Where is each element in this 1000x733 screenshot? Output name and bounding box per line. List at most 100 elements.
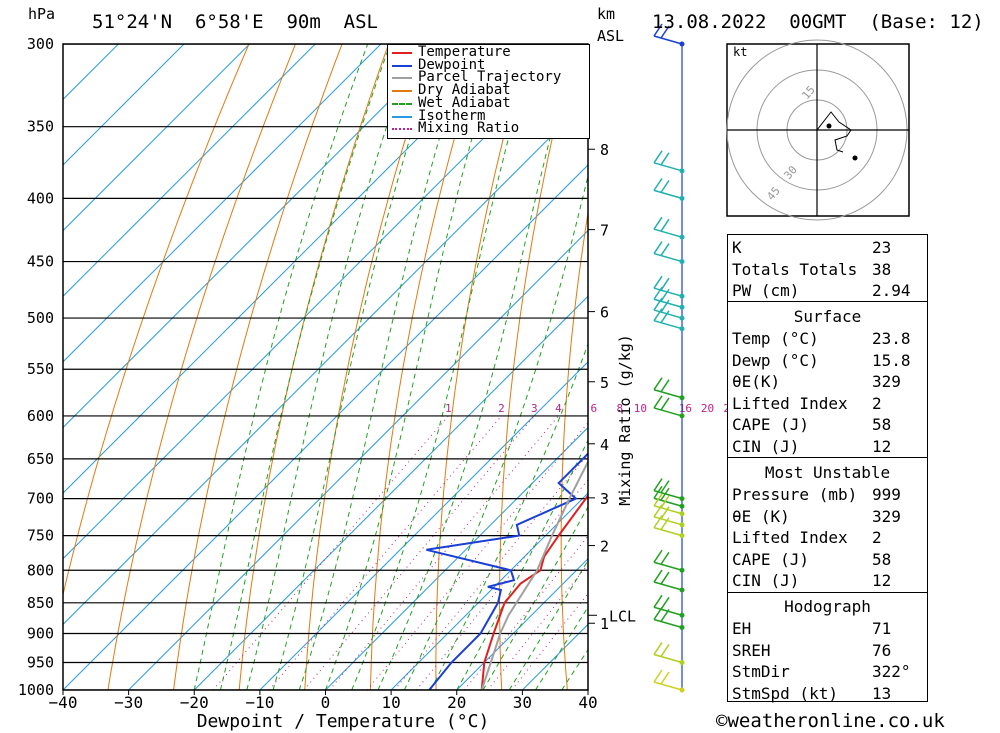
pressure-tick-label: 450 — [27, 253, 54, 271]
pressure-tick-label: 650 — [27, 450, 54, 468]
wet-adiabat-line — [351, 44, 535, 690]
mixing-ratio-label: 4 — [555, 402, 562, 415]
mixing-ratio-axis-label: Mixing Ratio (g/kg) — [616, 334, 634, 506]
most-unstable-key: θE (K) — [732, 506, 790, 526]
hodograph-param-value: 71 — [872, 619, 892, 638]
pressure-tick-label: 700 — [27, 490, 54, 508]
x-tick-label: 10 — [381, 693, 400, 712]
mixing-ratio-label: 1 — [445, 402, 452, 415]
lcl-label: LCL — [609, 607, 636, 625]
most-unstable-key: CAPE (J) — [732, 549, 810, 569]
pressure-tick-label: 300 — [27, 35, 54, 53]
pressure-tick-label: 600 — [27, 407, 54, 425]
surface-key: Dewp (°C) — [732, 350, 819, 370]
wet-adiabat-line — [377, 44, 575, 690]
most-unstable-title: Most Unstable — [764, 463, 891, 482]
hodograph-param-row: EH 71 — [728, 618, 927, 639]
legend-swatch — [392, 115, 412, 118]
legend-swatch — [392, 128, 412, 131]
wind-barb — [653, 241, 685, 265]
surface-key: θE(K) — [732, 372, 781, 392]
most-unstable-key: CIN (J) — [732, 571, 800, 591]
legend-item: Mixing Ratio — [388, 120, 588, 137]
hodograph-ring-label: 15 — [799, 83, 817, 102]
surface-row: θE(K) 329 — [728, 371, 927, 392]
dry-adiabat-line — [499, 44, 576, 690]
surface-key: Temp (°C) — [732, 329, 819, 348]
mixing-ratio-line — [366, 422, 588, 690]
pressure-tick-label: 900 — [27, 624, 54, 642]
wet-adiabat-line — [193, 44, 369, 690]
wet-adiabat-line — [298, 44, 469, 690]
hodograph-param-key: StmSpd (kt) — [732, 683, 838, 703]
isotherm-line — [63, 44, 250, 232]
pressure-tick-label: 350 — [27, 118, 54, 136]
mixing-ratio-label: 8 — [616, 402, 623, 415]
dry-adiabat-line — [435, 44, 529, 690]
pressure-tick-label: 800 — [27, 561, 54, 579]
mixing-ratio-line — [268, 415, 502, 690]
index-key: PW (cm) — [732, 281, 800, 301]
hodograph-ring-label: 45 — [764, 184, 782, 203]
wind-barb — [653, 549, 685, 573]
hodograph-point — [826, 123, 832, 129]
temperature-profile — [480, 494, 588, 690]
legend-label: Wet Adiabat — [418, 94, 511, 111]
wind-barb — [653, 308, 685, 332]
km-tick-label: 5 — [600, 374, 609, 392]
isotherm-line — [63, 44, 316, 297]
mixing-ratio-line — [487, 563, 588, 690]
isotherm-line — [63, 44, 579, 560]
most-unstable-value: 58 — [872, 549, 892, 569]
isotherm-line — [456, 558, 588, 690]
wet-adiabat-line — [325, 44, 500, 690]
wind-barb — [653, 515, 685, 539]
isotherm-line — [128, 229, 588, 690]
dry-adiabat-line — [560, 209, 588, 690]
index-value: 2.94 — [872, 281, 911, 301]
most-unstable-row: CIN (J) 12 — [728, 570, 927, 591]
isotherm-line — [63, 164, 588, 690]
dry-adiabat-line — [107, 44, 296, 690]
km-tick-label: 6 — [600, 304, 609, 322]
most-unstable-key: Lifted Index — [732, 528, 848, 548]
dry-adiabat-line — [238, 44, 390, 690]
surface-value: 58 — [872, 415, 892, 435]
wet-adiabat-line — [456, 438, 588, 690]
legend-item: Dry Adiabat — [388, 82, 588, 99]
index-row: K 23 — [728, 237, 927, 258]
km-tick-label: 1 — [600, 615, 609, 633]
parcel-trajectory-profile — [480, 459, 588, 690]
x-tick-label: 20 — [447, 693, 466, 712]
x-tick-label: 0 — [321, 693, 331, 712]
mixing-ratio-label: 16 — [679, 402, 692, 415]
pressure-tick-label: 750 — [27, 527, 54, 545]
surface-value: 2 — [872, 393, 882, 413]
most-unstable-row: θE (K) 329 — [728, 506, 927, 527]
isotherm-line — [63, 44, 447, 429]
wind-barb — [653, 504, 685, 528]
indices-panel: K 23 Totals Totals 38 PW (cm) 2.94 Surface Te… — [727, 234, 928, 704]
legend-label: Parcel Trajectory — [418, 69, 562, 86]
isotherm-line — [63, 44, 513, 494]
legend: Temperature Dewpoint Parcel Trajectory Dry … — [387, 44, 590, 139]
dry-adiabat-line — [992, 44, 1000, 690]
legend-label: Mixing Ratio — [418, 120, 520, 137]
mixing-ratio-label: 2 — [498, 402, 505, 415]
hodograph-param-row: StmSpd (kt) 13 — [728, 683, 927, 704]
x-tick-label: −20 — [180, 693, 209, 712]
pressure-tick-label: 950 — [27, 653, 54, 671]
legend-label: Dry Adiabat — [418, 82, 511, 99]
x-tick-label: −30 — [114, 693, 143, 712]
surface-row: Dewp (°C) 15.8 — [728, 350, 927, 371]
most-unstable-row: Pressure (mb) 999 — [728, 484, 927, 505]
footer-copyright[interactable]: ©weatheronline.co.uk — [716, 710, 945, 732]
mixing-ratio-label: 6 — [590, 402, 597, 415]
pressure-tick-label: 1000 — [18, 681, 54, 699]
isotherm-line — [390, 492, 588, 690]
surface-row: Lifted Index 2 — [728, 393, 927, 414]
mixing-ratio-label: 3 — [531, 402, 538, 415]
dry-adiabat-line — [944, 44, 1000, 690]
legend-swatch — [392, 52, 412, 54]
x-tick-label: −40 — [49, 693, 78, 712]
